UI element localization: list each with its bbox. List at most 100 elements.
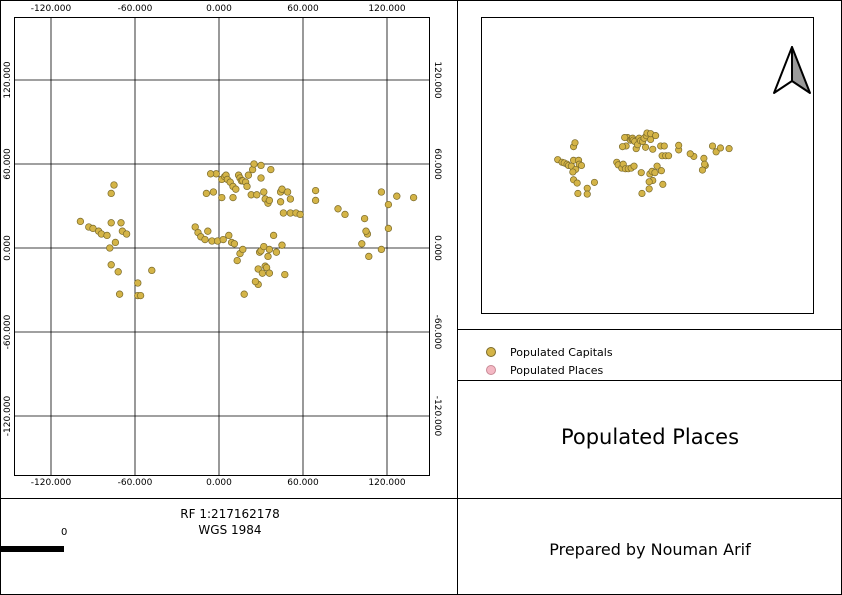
capital-point[interactable] (206, 170, 215, 178)
capital-point[interactable] (114, 268, 122, 276)
capital-point[interactable] (334, 205, 342, 213)
capital-point[interactable] (134, 279, 142, 287)
overview-point (698, 166, 706, 174)
legend-label: Populated Capitals (510, 345, 613, 359)
capital-point[interactable] (272, 248, 281, 256)
overview-map[interactable] (481, 17, 814, 314)
map-border (14, 17, 430, 476)
capital-point[interactable] (360, 214, 369, 223)
capital-point[interactable] (258, 269, 267, 277)
overview-point (652, 132, 660, 140)
tick-label-left: -60.000 (3, 314, 13, 350)
overview-point (621, 134, 629, 142)
overview-point (571, 139, 579, 147)
overview-point (712, 148, 720, 156)
capital-point[interactable] (218, 193, 226, 202)
capital-point[interactable] (201, 235, 209, 244)
capital-point[interactable] (265, 196, 274, 205)
tick-label-bottom: 60.000 (287, 478, 319, 488)
capital-point[interactable] (358, 240, 366, 248)
capital-point[interactable] (296, 210, 304, 219)
capital-point[interactable] (286, 195, 295, 203)
capital-point[interactable] (253, 191, 261, 199)
overview-point (645, 185, 653, 193)
capital-point[interactable] (136, 291, 145, 300)
capital-point[interactable] (384, 224, 393, 233)
capital-point[interactable] (239, 245, 247, 254)
capital-point[interactable] (265, 245, 274, 254)
capital-point[interactable] (229, 193, 237, 202)
capital-point[interactable] (233, 256, 241, 265)
tick-label-bottom: -60.000 (117, 478, 153, 488)
capital-point[interactable] (257, 174, 265, 182)
capital-point[interactable] (225, 231, 233, 240)
populated-capitals-layer (76, 160, 418, 300)
overview-points-layer (554, 129, 733, 198)
capital-point[interactable] (278, 241, 286, 249)
capital-point[interactable] (393, 192, 401, 200)
overview-point (708, 142, 717, 150)
capital-point[interactable] (240, 290, 248, 298)
tick-label-left: 120.000 (3, 61, 13, 99)
main-map[interactable] (14, 17, 430, 476)
capital-point[interactable] (269, 231, 278, 240)
capital-point[interactable] (260, 188, 268, 196)
capital-point[interactable] (281, 270, 289, 279)
capital-point[interactable] (341, 210, 349, 219)
legend-item[interactable]: Populated Capitals (486, 344, 613, 360)
capital-point[interactable] (244, 171, 253, 179)
overview-point (665, 152, 673, 160)
capital-point[interactable] (365, 252, 373, 261)
capital-point[interactable] (111, 238, 120, 247)
capital-point[interactable] (232, 185, 240, 193)
capital-point[interactable] (267, 165, 275, 174)
capital-point[interactable] (110, 181, 118, 189)
capital-point[interactable] (107, 261, 115, 269)
capital-point[interactable] (117, 219, 125, 227)
capital-point[interactable] (122, 230, 131, 238)
overview-point (649, 145, 657, 153)
capital-point[interactable] (265, 269, 274, 277)
legend-item[interactable]: Populated Places (486, 362, 603, 378)
capital-point[interactable] (243, 182, 251, 191)
capital-point[interactable] (362, 227, 370, 235)
tick-label-right: 0.000 (432, 235, 442, 261)
overview-point (618, 143, 627, 151)
capital-point[interactable] (377, 188, 386, 196)
capital-point[interactable] (377, 245, 386, 254)
capital-point[interactable] (311, 196, 320, 205)
capital-point[interactable] (409, 193, 418, 202)
capital-point[interactable] (202, 189, 211, 198)
overview-point (630, 162, 638, 170)
capital-point[interactable] (264, 252, 272, 261)
capital-point[interactable] (257, 161, 265, 170)
capital-point[interactable] (76, 217, 85, 226)
capital-point[interactable] (276, 198, 285, 206)
tick-label-top: 60.000 (287, 4, 319, 14)
capital-point[interactable] (106, 244, 114, 252)
tick-label-bottom: -120.000 (30, 478, 72, 488)
capital-point[interactable] (204, 227, 212, 235)
capital-point[interactable] (219, 235, 227, 244)
tick-label-bottom: 120.000 (368, 478, 406, 488)
capital-point[interactable] (283, 188, 292, 196)
tick-label-left: 60.000 (3, 148, 13, 180)
capital-point[interactable] (115, 290, 124, 298)
capital-point[interactable] (250, 160, 258, 168)
capital-point[interactable] (311, 186, 320, 195)
north-arrow-icon (773, 46, 811, 94)
scale-bar (0, 546, 64, 552)
capital-point[interactable] (251, 277, 260, 286)
capital-point[interactable] (103, 231, 111, 240)
overview-point (716, 144, 724, 152)
overview-point (645, 178, 653, 186)
tick-label-top: 120.000 (368, 4, 406, 14)
tick-label-top: -120.000 (30, 4, 72, 14)
capital-point[interactable] (279, 209, 288, 217)
capital-point[interactable] (107, 189, 115, 198)
capital-point[interactable] (209, 188, 218, 196)
capital-point[interactable] (384, 200, 393, 209)
capital-point[interactable] (148, 266, 156, 275)
capital-point[interactable] (107, 219, 115, 227)
capital-point[interactable] (230, 240, 239, 248)
